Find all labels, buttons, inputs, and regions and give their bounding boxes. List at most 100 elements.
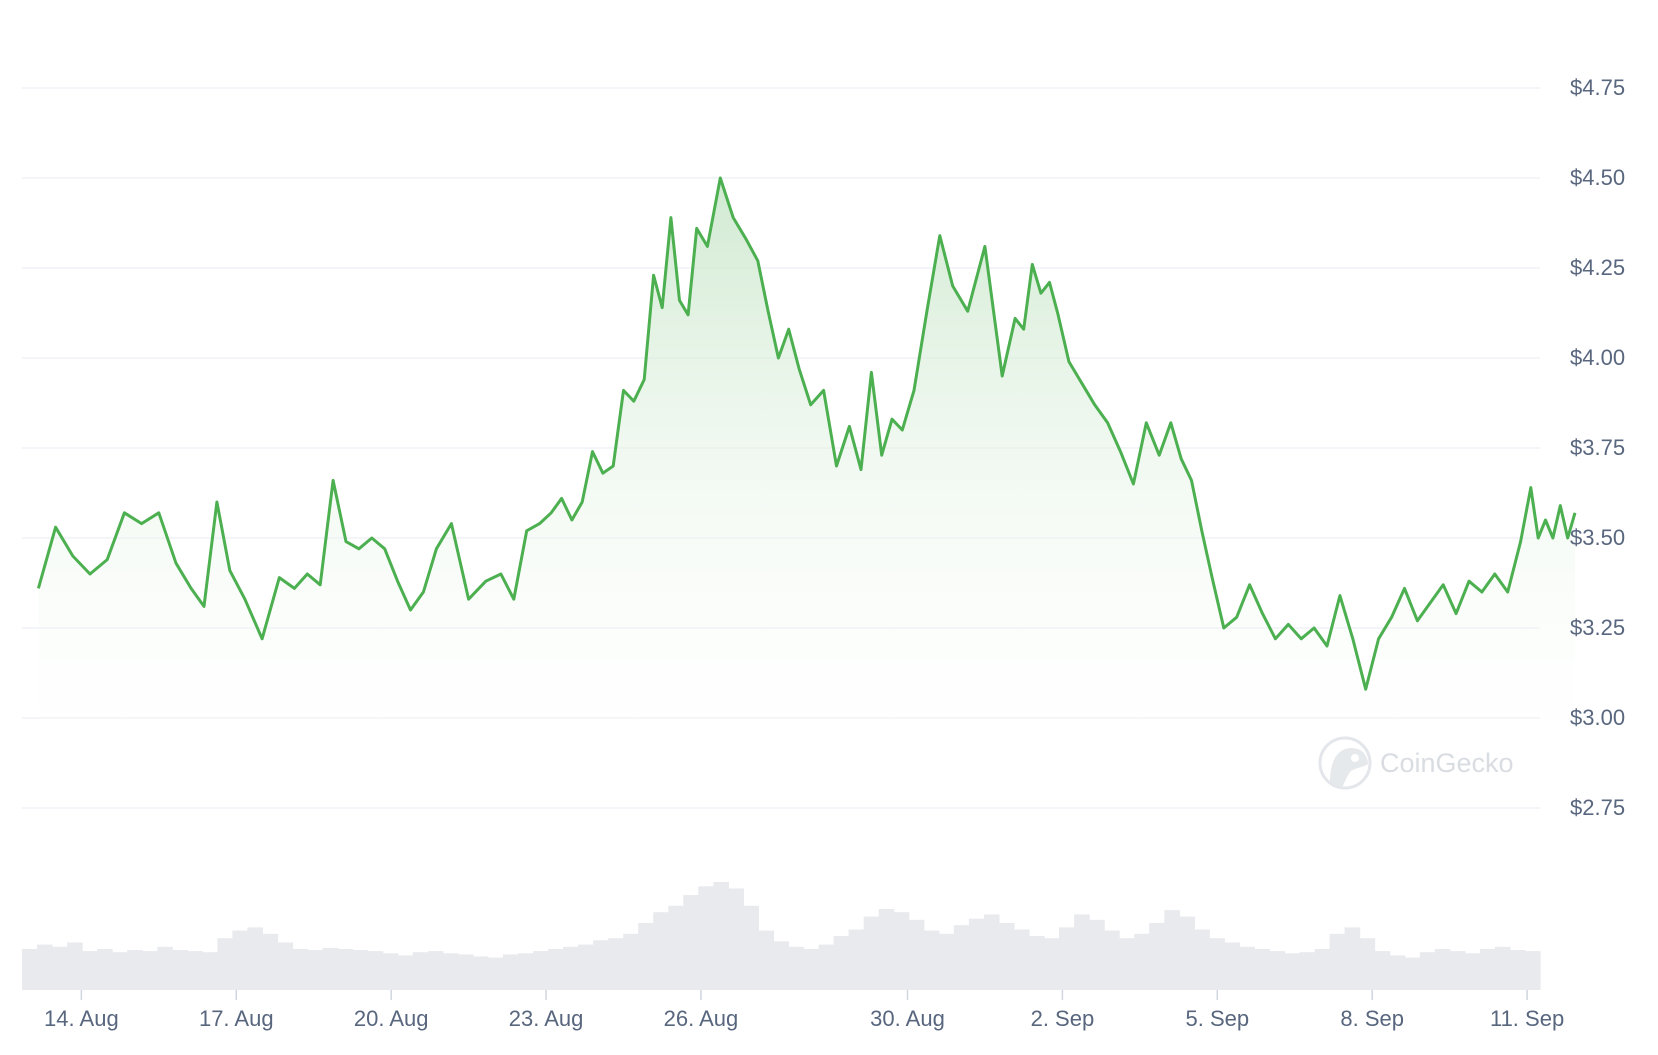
y-tick-label: $3.25 <box>1570 615 1625 640</box>
volume-bar <box>773 941 790 990</box>
volume-bar <box>232 930 248 990</box>
volume-bar <box>743 905 759 990</box>
x-tick-label: 30. Aug <box>870 1006 945 1031</box>
volume-bar <box>923 930 940 990</box>
volume-bar <box>367 951 384 990</box>
volume-bar <box>82 951 98 990</box>
volume-bar <box>608 938 624 990</box>
volume-bar <box>1104 930 1120 990</box>
volume-bar <box>758 930 775 990</box>
x-tick-label: 5. Sep <box>1185 1006 1249 1031</box>
volume-bar <box>97 949 113 990</box>
volume-bar <box>563 946 579 990</box>
volume-bar <box>1134 933 1150 990</box>
x-tick-label: 2. Sep <box>1031 1006 1095 1031</box>
volume-bar <box>1389 955 1406 990</box>
volume-bar <box>1254 949 1270 990</box>
volume-bar <box>67 942 83 990</box>
volume-bar <box>848 929 865 990</box>
volume-bar <box>337 949 354 990</box>
y-tick-label: $2.75 <box>1570 795 1625 820</box>
volume-bar <box>698 886 714 990</box>
price-area <box>38 178 1575 800</box>
y-tick-label: $3.50 <box>1570 525 1625 550</box>
gecko-logo-icon <box>1318 736 1372 790</box>
volume-bar <box>52 946 68 990</box>
volume-bar <box>382 953 399 990</box>
volume-bar <box>1044 938 1060 990</box>
volume-bar <box>788 946 805 990</box>
volume-bars <box>22 882 1541 990</box>
volume-bar <box>1224 942 1240 990</box>
volume-bar <box>833 936 850 990</box>
volume-bar <box>653 912 669 990</box>
volume-bar <box>202 952 218 990</box>
x-tick-label: 17. Aug <box>199 1006 274 1031</box>
y-tick-label: $4.25 <box>1570 255 1625 280</box>
volume-bar <box>262 933 279 990</box>
volume-bar <box>472 956 489 990</box>
volume-bar <box>668 905 684 990</box>
volume-bar <box>427 951 444 990</box>
volume-bar <box>953 925 970 990</box>
volume-bar <box>1284 953 1301 990</box>
volume-bar <box>217 938 233 990</box>
volume-bar <box>1494 946 1511 990</box>
volume-bar <box>187 951 203 990</box>
volume-bar <box>1074 914 1090 990</box>
volume-bar <box>548 949 564 990</box>
volume-bar <box>247 927 263 990</box>
volume-bar <box>292 949 309 990</box>
volume-bar <box>938 933 955 990</box>
volume-bar <box>172 950 188 990</box>
watermark-label: CoinGecko <box>1380 748 1514 778</box>
volume-bar <box>412 952 429 990</box>
volume-bar <box>623 933 639 990</box>
volume-bar <box>983 914 1000 990</box>
volume-bar <box>1014 929 1030 990</box>
volume-bar <box>998 923 1015 990</box>
volume-bar <box>1239 946 1255 990</box>
volume-bar <box>878 909 895 990</box>
x-tick-label: 14. Aug <box>44 1006 119 1031</box>
volume-bar <box>142 951 158 990</box>
volume-bar <box>578 944 594 990</box>
x-tick-label: 26. Aug <box>664 1006 739 1031</box>
y-tick-label: $3.75 <box>1570 435 1625 460</box>
volume-bar <box>533 951 549 990</box>
volume-bar <box>1089 919 1105 990</box>
volume-bar <box>1479 949 1496 990</box>
volume-bar <box>683 895 699 990</box>
volume-bar <box>487 957 504 990</box>
volume-bar <box>518 953 534 990</box>
volume-bar <box>968 918 985 990</box>
volume-bar <box>457 954 474 990</box>
y-tick-label: $4.50 <box>1570 165 1625 190</box>
volume-bar <box>1164 910 1180 990</box>
volume-bar <box>893 912 910 990</box>
volume-bar <box>1299 952 1316 990</box>
volume-bar <box>503 954 519 990</box>
volume-bar <box>1419 952 1436 990</box>
volume-bar <box>1449 951 1466 990</box>
x-tick-label: 23. Aug <box>509 1006 584 1031</box>
volume-bar <box>638 923 654 990</box>
volume-bar <box>1359 938 1376 990</box>
volume-bar <box>127 950 143 990</box>
volume-bar <box>307 950 324 990</box>
volume-bar <box>37 944 53 990</box>
volume-bar <box>818 944 835 990</box>
volume-bar <box>1329 933 1346 990</box>
x-tick-label: 20. Aug <box>354 1006 429 1031</box>
volume-bar <box>1374 951 1391 990</box>
volume-bar <box>1344 927 1361 990</box>
volume-bar <box>352 950 369 990</box>
volume-bar <box>397 955 414 990</box>
x-tick-label: 11. Sep <box>1490 1006 1564 1031</box>
volume-bar <box>22 949 38 990</box>
volume-bar <box>728 888 744 990</box>
volume-bar <box>1269 951 1286 990</box>
y-tick-label: $4.75 <box>1570 75 1625 100</box>
y-tick-label: $3.00 <box>1570 705 1625 730</box>
